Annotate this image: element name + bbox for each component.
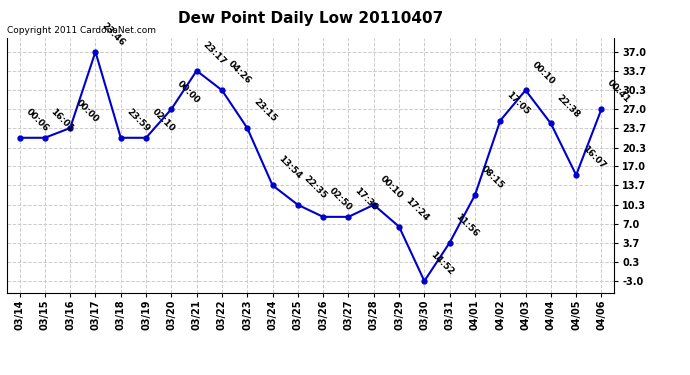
Text: 23:59: 23:59 [125,107,152,134]
Text: 08:15: 08:15 [479,164,506,191]
Text: 14:52: 14:52 [428,250,455,277]
Text: Copyright 2011 CardonaNet.com: Copyright 2011 CardonaNet.com [7,26,156,35]
Text: 02:50: 02:50 [327,186,354,213]
Text: 00:00: 00:00 [175,79,201,105]
Text: 04:26: 04:26 [226,60,253,86]
Text: 23:15: 23:15 [251,97,278,124]
Text: 17:30: 17:30 [353,186,380,213]
Text: 13:54: 13:54 [277,154,304,181]
Text: 00:10: 00:10 [530,60,556,86]
Text: 17:05: 17:05 [504,90,531,116]
Text: 00:00: 00:00 [75,98,101,124]
Text: 22:38: 22:38 [555,93,582,119]
Text: 16:01: 16:01 [49,107,75,134]
Text: 23:17: 23:17 [201,40,228,67]
Text: 22:35: 22:35 [302,174,328,201]
Text: 17:24: 17:24 [403,196,430,222]
Text: 23:46: 23:46 [99,21,126,48]
Text: 00:10: 00:10 [378,174,404,201]
Text: 00:06: 00:06 [23,107,50,134]
Text: 02:10: 02:10 [150,107,177,134]
Text: Dew Point Daily Low 20110407: Dew Point Daily Low 20110407 [178,11,443,26]
Text: 16:07: 16:07 [580,144,607,171]
Text: 00:41: 00:41 [606,78,632,105]
Text: 11:56: 11:56 [454,212,480,238]
